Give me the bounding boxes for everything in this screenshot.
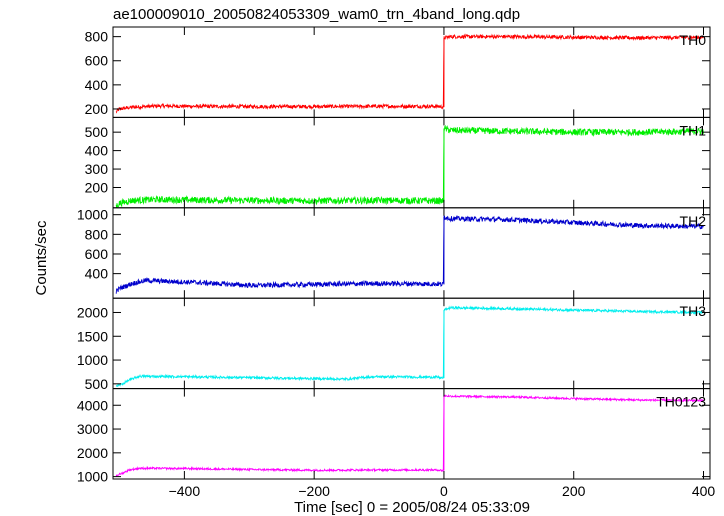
y-tick-label: 600	[85, 53, 109, 69]
y-tick-label: 400	[85, 143, 109, 159]
y-tick-label: 800	[85, 226, 109, 242]
panel-label: TH1	[680, 122, 707, 138]
panel-th1: 200 300 400 500 TH1	[85, 116, 711, 209]
y-tick-label: 1500	[77, 328, 108, 344]
panel-frame	[112, 388, 711, 480]
chart-title: ae100009010_20050824053309_wam0_trn_4ban…	[113, 6, 520, 23]
panel-frame	[112, 26, 711, 118]
y-tick-label: 4000	[77, 397, 108, 413]
panel-th3: 500 1000 1500 2000 TH3	[77, 297, 711, 392]
panel-th0: 200 400 600 800 TH0	[85, 26, 711, 118]
y-tick-label: 2000	[77, 445, 108, 461]
y-tick-label: 1000	[77, 352, 108, 368]
x-axis: −400 −200 0 200 400	[169, 483, 716, 499]
x-axis-label: Time [sec] 0 = 2005/08/24 05:33:09	[294, 499, 530, 516]
series-line-th0123	[115, 393, 704, 478]
y-tick-label: 3000	[77, 421, 108, 437]
y-tick-label: 500	[85, 124, 109, 140]
y-tick-label: 800	[85, 29, 109, 45]
x-tick-label: 0	[440, 483, 448, 499]
y-tick-label: 400	[85, 266, 109, 282]
series-line-th3	[115, 305, 704, 388]
x-tick-label: 200	[562, 483, 586, 499]
x-tick-label: 400	[692, 483, 716, 499]
y-axis-label: Counts/sec	[33, 220, 50, 296]
y-tick-label: 1000	[77, 469, 108, 485]
x-tick-label: −200	[298, 483, 330, 499]
panel-th0123: 1000 2000 3000 4000 TH0123	[77, 388, 711, 485]
panel-th2: 400 600 800 1000 TH2	[77, 207, 711, 299]
panel-label: TH2	[680, 213, 707, 229]
panel-label: TH0123	[656, 394, 706, 410]
series-line-th0	[115, 33, 704, 114]
panel-label: TH0	[680, 32, 707, 48]
y-tick-label: 300	[85, 161, 109, 177]
y-tick-label: 1000	[77, 207, 108, 223]
y-tick-label: 200	[85, 180, 109, 196]
y-tick-label: 500	[85, 376, 109, 392]
series-line-th2	[115, 214, 704, 294]
y-tick-label: 2000	[77, 304, 108, 320]
series-line-th1	[115, 124, 704, 209]
x-tick-label: −400	[169, 483, 201, 499]
panels: 200 400 600 800 TH0 200 300 400 500 TH1 400 600 800 1…	[77, 26, 711, 485]
panel-label: TH3	[680, 303, 707, 319]
y-tick-label: 200	[85, 101, 109, 117]
y-tick-label: 400	[85, 77, 109, 93]
y-tick-label: 600	[85, 246, 109, 262]
